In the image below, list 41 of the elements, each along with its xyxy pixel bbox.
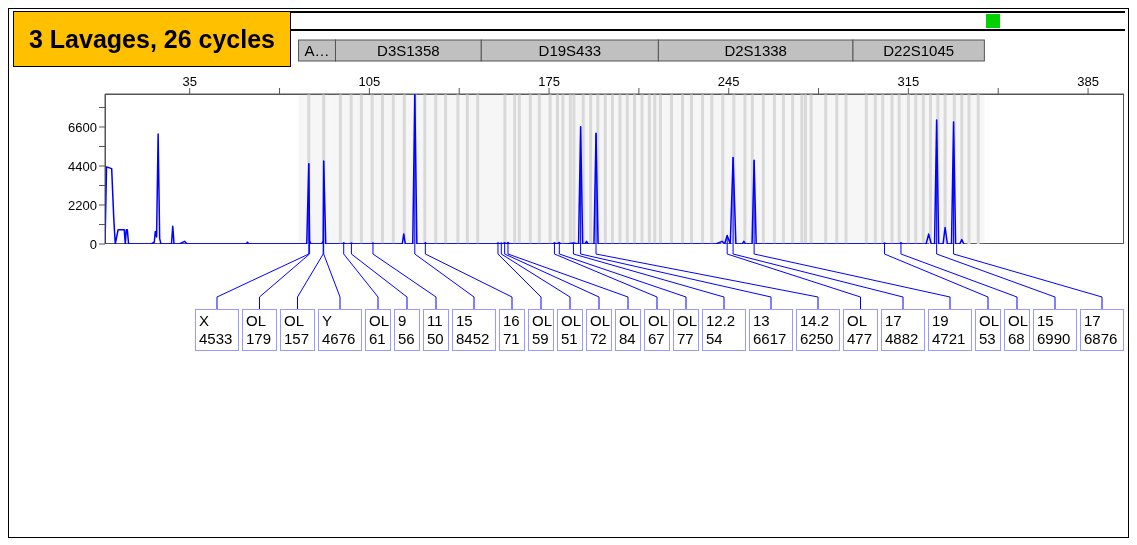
- x-tick-label: 35: [182, 74, 197, 89]
- annotation: 13 6617: [753, 312, 788, 348]
- y-tick-label: 0: [89, 236, 97, 252]
- annotation: 17 6876: [1084, 312, 1119, 348]
- annotation: 15 8452: [456, 312, 491, 348]
- x-tick-label: 175: [538, 74, 560, 89]
- annotation: OL 59: [532, 312, 553, 348]
- band-label: D3S1358: [377, 42, 440, 59]
- annotation: OL 53: [979, 312, 1000, 348]
- annotation: 14.2 6250: [800, 312, 835, 348]
- band-label: D19S433: [538, 42, 602, 59]
- annotation: OL 157: [284, 312, 311, 348]
- annotation: 19 4721: [932, 312, 967, 348]
- annotation: X 4533: [199, 312, 234, 348]
- annotation: OL 72: [590, 312, 611, 348]
- annotation: Y 4676: [322, 312, 357, 348]
- annotation: 15 6990: [1037, 312, 1072, 348]
- annotation: OL 477: [847, 312, 874, 348]
- band-label: D2S1338: [724, 42, 787, 59]
- annotation: OL 68: [1008, 312, 1029, 348]
- annotation: 11 50: [427, 312, 445, 348]
- x-tick-label: 105: [358, 74, 381, 89]
- x-tick-label: 315: [897, 74, 920, 89]
- x-tick-label: 385: [1077, 74, 1099, 89]
- x-tick-label: 245: [717, 74, 740, 89]
- annotation: OL 61: [369, 312, 390, 348]
- annotation: 17 4882: [885, 312, 920, 348]
- annotation: OL 77: [677, 312, 698, 348]
- annotation: 16 71: [503, 312, 521, 348]
- chart-title: 3 Lavages, 26 cycles: [28, 24, 276, 54]
- annotation: 9 56: [398, 312, 416, 348]
- annotation: OL 84: [619, 312, 640, 348]
- y-tick-label: 4400: [68, 158, 97, 174]
- annotation: 12.2 54: [706, 312, 737, 348]
- annotation: OL 67: [648, 312, 669, 348]
- annotation: OL 51: [561, 312, 582, 348]
- annotation: OL 179: [246, 312, 273, 348]
- y-tick-label: 6600: [68, 119, 97, 135]
- band-label: D22S1045: [883, 42, 955, 59]
- y-tick-label: 2200: [68, 197, 97, 213]
- band-label: A…: [304, 42, 330, 59]
